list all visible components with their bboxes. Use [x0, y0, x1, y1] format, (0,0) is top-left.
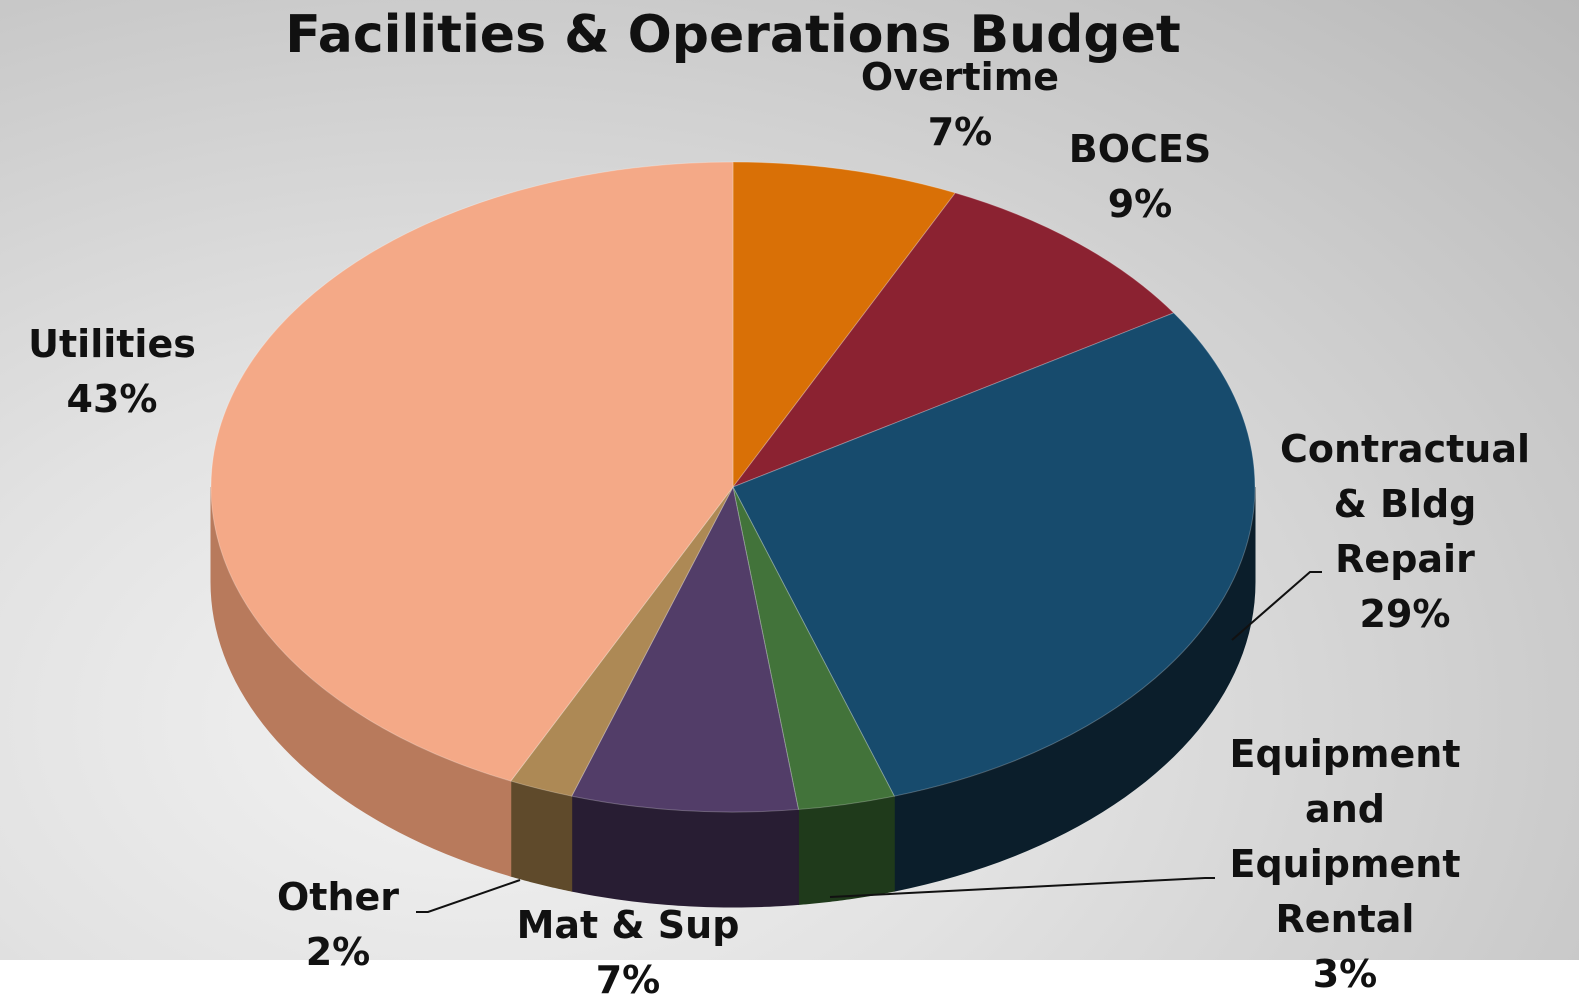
category-label-other: Other — [277, 875, 399, 919]
slice-contractual-and-bldg-repair — [732, 312, 1256, 797]
side-mat-and-sup — [571, 795, 799, 908]
slice-overtime — [732, 161, 957, 489]
leader-line-contractual-and-bldg-repair — [1231, 571, 1322, 641]
category-label-contractual-and-bldg-repair: Contractual — [1280, 427, 1530, 471]
category-label-boces: BOCES — [1069, 127, 1211, 171]
data-labels: Overtime 7% BOCES 9% Contractual & Bldg Repair… — [28, 55, 1530, 1002]
category-label-overtime: Overtime — [861, 55, 1059, 99]
category-label-mat-and-sup: Mat & Sup — [517, 903, 740, 947]
category-label-equipment-and-equipment-rental: and — [1305, 787, 1385, 831]
side-equipment-and-equipment-rental — [797, 795, 895, 905]
leader-lines — [416, 571, 1322, 913]
slice-other — [509, 486, 734, 797]
value-label-other: 2% — [306, 930, 371, 974]
side-other — [510, 780, 573, 892]
category-label-utilities: Utilities — [28, 322, 196, 366]
leader-line-other — [416, 879, 521, 913]
slice-utilities — [210, 161, 734, 782]
leader-line-equipment-and-equipment-rental — [829, 877, 1215, 898]
category-label-equipment-and-equipment-rental: Equipment — [1229, 842, 1460, 886]
category-label-equipment-and-equipment-rental: Equipment — [1229, 732, 1460, 776]
value-label-equipment-and-equipment-rental: 3% — [1313, 952, 1378, 996]
category-label-contractual-and-bldg-repair: Repair — [1335, 537, 1475, 581]
category-label-equipment-and-equipment-rental: Rental — [1276, 897, 1415, 941]
value-label-boces: 9% — [1108, 182, 1173, 226]
pie-sides — [210, 486, 1256, 908]
value-label-mat-and-sup: 7% — [596, 958, 661, 1002]
slice-boces — [731, 192, 1175, 489]
value-label-contractual-and-bldg-repair: 29% — [1360, 592, 1451, 636]
slice-mat-and-sup — [570, 485, 800, 813]
slice-equipment-and-equipment-rental — [732, 486, 896, 810]
pie-tops — [210, 161, 1256, 813]
value-label-utilities: 43% — [67, 377, 158, 421]
chart-title: Facilities & Operations Budget — [285, 5, 1180, 65]
category-label-contractual-and-bldg-repair: & Bldg — [1334, 482, 1477, 526]
value-label-overtime: 7% — [928, 110, 993, 154]
